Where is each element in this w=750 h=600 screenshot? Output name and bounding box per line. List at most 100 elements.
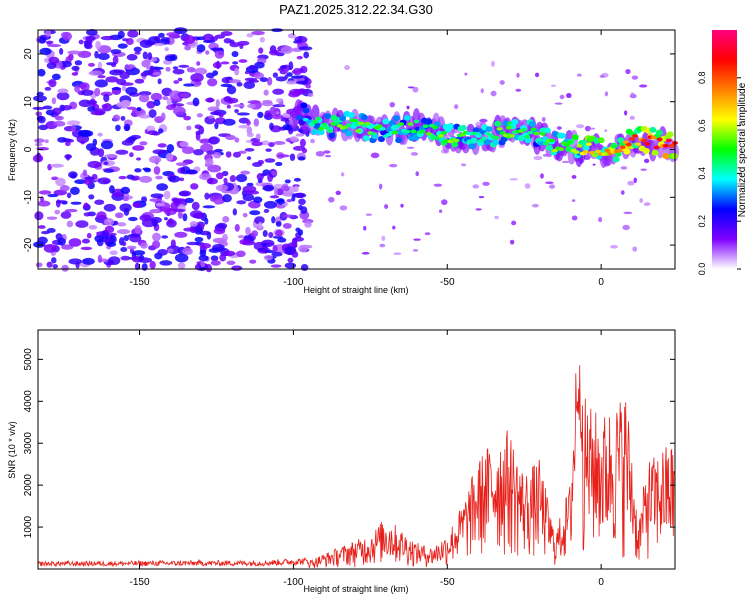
heatmap-ridge-core (333, 120, 340, 125)
heatmap-noise-cell (136, 157, 142, 161)
heatmap-noise-cell (104, 154, 118, 158)
heatmap-noise-cell (70, 201, 82, 205)
x-tick-label: -50 (440, 277, 455, 288)
heatmap-ridge-cell (511, 119, 519, 126)
heatmap-noise-cell (295, 133, 305, 137)
y-tick-label: 0 (23, 146, 34, 152)
heatmap-noise-cell (48, 56, 60, 64)
heatmap-noise-cell (379, 243, 386, 248)
heatmap-noise-cell (169, 90, 182, 100)
heatmap-noise-cell (251, 30, 265, 36)
heatmap-noise-cell (120, 186, 131, 194)
heatmap-noise-cell (88, 70, 103, 76)
heatmap-noise-cell (68, 258, 82, 265)
heatmap-noise-cell (69, 186, 80, 196)
heatmap-ridge-core (564, 142, 571, 147)
heatmap-noise-cell (45, 29, 51, 37)
heatmap-noise-cell (340, 172, 345, 177)
heatmap-noise-cell (370, 152, 380, 159)
heatmap-noise-cell (255, 133, 261, 140)
heatmap-noise-cell (126, 245, 137, 250)
heatmap-noise-cell (240, 170, 251, 175)
heatmap-noise-cell (157, 78, 162, 85)
heatmap-ridge-core (585, 142, 592, 147)
heatmap-noise-cell (112, 55, 119, 65)
heatmap-noise-cell (305, 84, 312, 89)
heatmap-noise-cell (472, 184, 480, 189)
heatmap-ridge-cell (324, 113, 332, 120)
heatmap-noise-cell (66, 138, 74, 143)
heatmap-noise-cell (561, 160, 570, 164)
heatmap-noise-cell (103, 168, 115, 173)
heatmap-noise-cell (88, 194, 95, 200)
heatmap-noise-cell (220, 31, 233, 37)
heatmap-ridge-core (496, 127, 503, 131)
heatmap-ridge-core (499, 131, 506, 135)
heatmap-noise-cell (126, 53, 138, 61)
heatmap-noise-cell (87, 160, 102, 169)
heatmap-noise-cell (363, 225, 367, 231)
heatmap-noise-cell (554, 102, 563, 105)
heatmap-noise-cell (482, 181, 490, 186)
heatmap-noise-cell (490, 90, 497, 97)
heatmap-noise-cell (310, 138, 315, 144)
heatmap-noise-cell (120, 255, 131, 261)
heatmap-noise-cell (509, 239, 515, 245)
heatmap-noise-cell (213, 152, 222, 159)
heatmap-ridge-core (595, 149, 602, 154)
heatmap-noise-cell (184, 45, 192, 51)
heatmap-noise-cell (199, 173, 212, 181)
heatmap-noise-cell (134, 262, 140, 271)
heatmap-noise-cell (630, 92, 635, 97)
heatmap-noise-cell (261, 140, 270, 146)
heatmap-noise-cell (194, 213, 204, 219)
heatmap-ridge-core (410, 129, 417, 134)
heatmap-ridge-cell (395, 137, 403, 144)
heatmap-noise-cell (247, 100, 261, 104)
heatmap-noise-cell (299, 138, 306, 148)
heatmap-ridge-core (644, 142, 651, 146)
heatmap-noise-cell (268, 142, 275, 148)
heatmap-noise-cell (100, 35, 115, 41)
heatmap-noise-cell (33, 95, 47, 102)
colorbar-tick-label: 0.0 (697, 263, 707, 276)
heatmap-x-ticks: -150 -100 -50 0 (130, 30, 604, 288)
heatmap-noise-cell (34, 142, 43, 147)
heatmap-noise-cell (257, 111, 264, 119)
heatmap-ridge-core (542, 141, 549, 146)
heatmap-ridge-core (656, 137, 663, 142)
heatmap-noise-cell (227, 97, 239, 104)
heatmap-ridge-cell (313, 122, 321, 129)
heatmap-noise-cell (132, 145, 145, 151)
heatmap-noise-cell (325, 154, 332, 158)
heatmap-noise-cell (175, 162, 189, 167)
heatmap-noise-cell (257, 159, 265, 165)
heatmap-noise-cell (231, 50, 239, 58)
heatmap-noise-cell (117, 30, 125, 39)
heatmap-noise-cell (61, 264, 69, 272)
heatmap-noise-cell (271, 216, 276, 224)
heatmap-noise-cell (541, 116, 546, 122)
heatmap-noise-cell (214, 49, 225, 59)
heatmap-ridge-cell (662, 152, 670, 159)
heatmap-noise-cell (202, 205, 216, 209)
heatmap-noise-cell (280, 65, 288, 69)
heatmap-ridge-core (616, 148, 623, 153)
heatmap-noise-cell (82, 257, 95, 265)
heatmap-noise-cell (127, 136, 138, 141)
heatmap-ridge-cell (582, 144, 590, 151)
heatmap-ridge-core (558, 147, 565, 152)
heatmap-noise-cell (95, 40, 101, 50)
colorbar-tick-label: 0.2 (697, 215, 707, 228)
heatmap-noise-cell (604, 91, 608, 97)
heatmap-noise-cell (643, 202, 651, 206)
heatmap-noise-cell (43, 244, 56, 248)
heatmap-ridge-cell (651, 149, 659, 156)
heatmap-noise-cell (284, 179, 291, 184)
heatmap-noise-cell (37, 115, 46, 124)
snr-x-ticks: -150 -100 -50 0 (130, 330, 604, 588)
heatmap-noise-cell (139, 214, 152, 222)
heatmap-noise-cell (167, 248, 174, 253)
heatmap-noise-cell (276, 204, 286, 209)
